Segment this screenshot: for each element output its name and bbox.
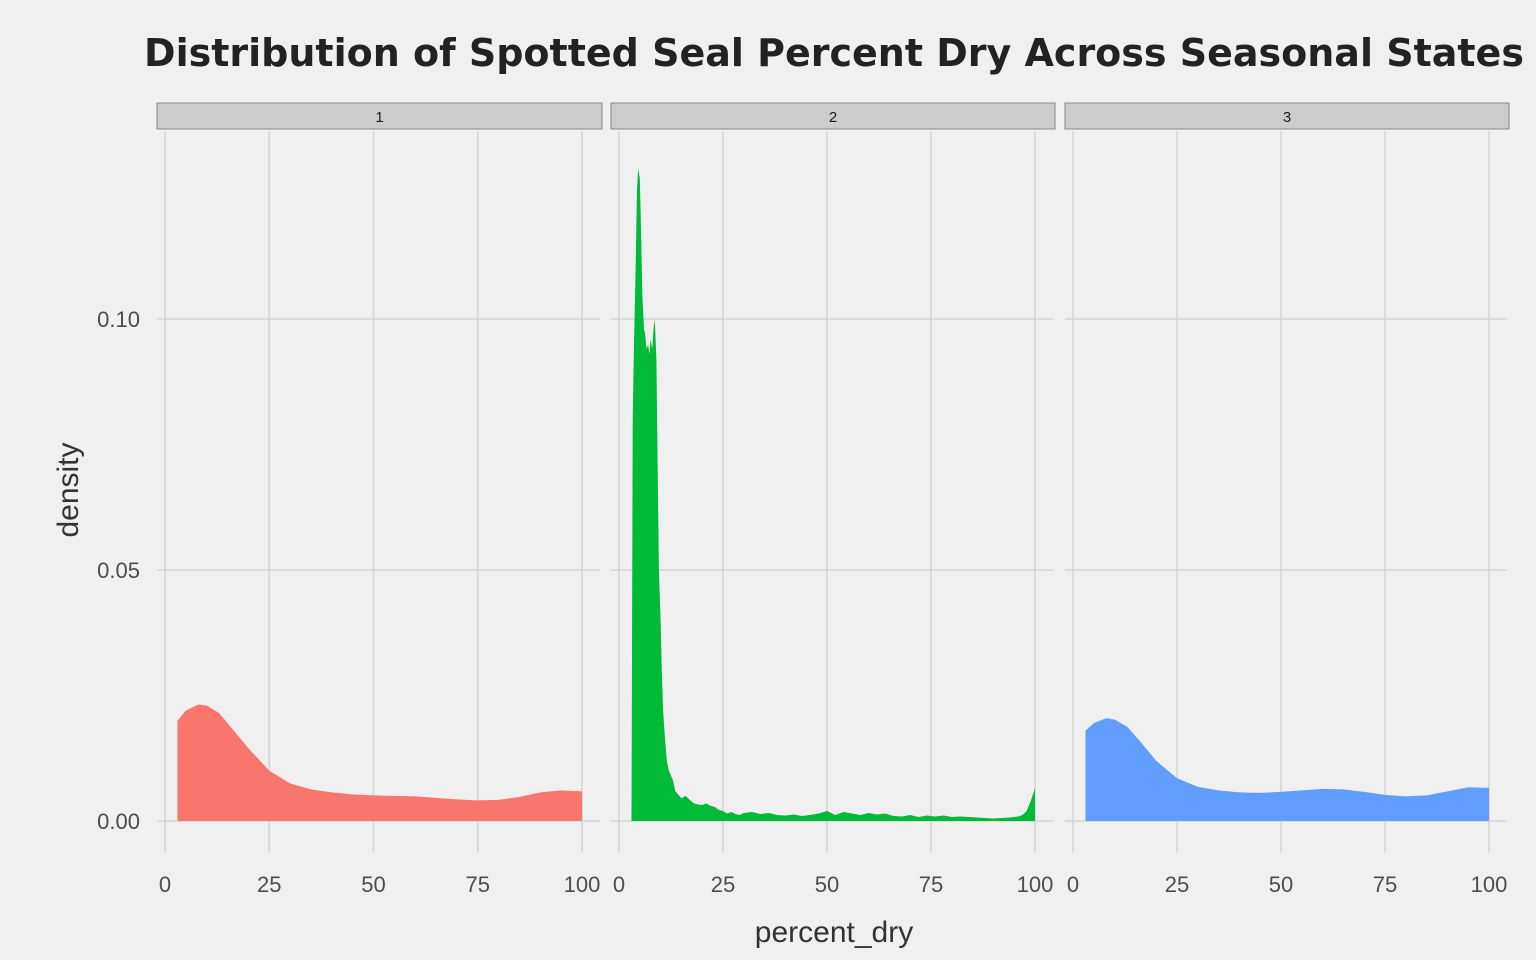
x-tick-label: 25 <box>711 872 735 897</box>
y-tick-label: 0.10 <box>97 307 140 332</box>
x-tick-label: 100 <box>1017 872 1054 897</box>
x-tick-label: 50 <box>815 872 839 897</box>
facet-strip-label: 2 <box>829 109 837 126</box>
x-tick-label: 100 <box>564 872 601 897</box>
density-area-2 <box>631 168 1035 821</box>
facet-strip <box>610 102 1056 130</box>
y-axis-title: density <box>52 442 85 537</box>
facet-strip-label: 3 <box>1283 109 1291 126</box>
x-tick-label: 50 <box>1269 872 1293 897</box>
chart-title: Distribution of Spotted Seal Percent Dry… <box>144 31 1524 75</box>
x-tick-label: 75 <box>466 872 490 897</box>
x-tick-label: 75 <box>919 872 943 897</box>
density-area-1 <box>177 704 582 821</box>
facet-strip <box>156 102 603 130</box>
x-tick-label: 100 <box>1471 872 1508 897</box>
x-axis-title: percent_dry <box>755 916 913 949</box>
x-tick-label: 0 <box>1067 872 1079 897</box>
y-tick-label: 0.00 <box>97 809 140 834</box>
x-tick-label: 75 <box>1373 872 1397 897</box>
x-tick-label: 50 <box>361 872 385 897</box>
facet-panel-3: 3 0 25 50 75 100 <box>1064 102 1510 897</box>
facet-strip <box>1064 102 1510 130</box>
x-tick-label: 0 <box>613 872 625 897</box>
density-area-3 <box>1085 718 1489 821</box>
y-axis: 0.00 0.05 0.10 <box>97 307 140 834</box>
facet-panel-2: 2 0 25 50 75 100 <box>610 102 1056 897</box>
facet-panels: 1 0 25 50 75 100 2 0 25 50 75 100 3 0 25 50 75 100 <box>156 102 1510 897</box>
x-tick-label: 25 <box>1165 872 1189 897</box>
facet-strip-label: 1 <box>375 109 383 126</box>
y-tick-label: 0.05 <box>97 558 140 583</box>
facet-panel-1: 1 0 25 50 75 100 <box>156 102 603 897</box>
x-tick-label: 0 <box>159 872 171 897</box>
x-tick-label: 25 <box>257 872 281 897</box>
